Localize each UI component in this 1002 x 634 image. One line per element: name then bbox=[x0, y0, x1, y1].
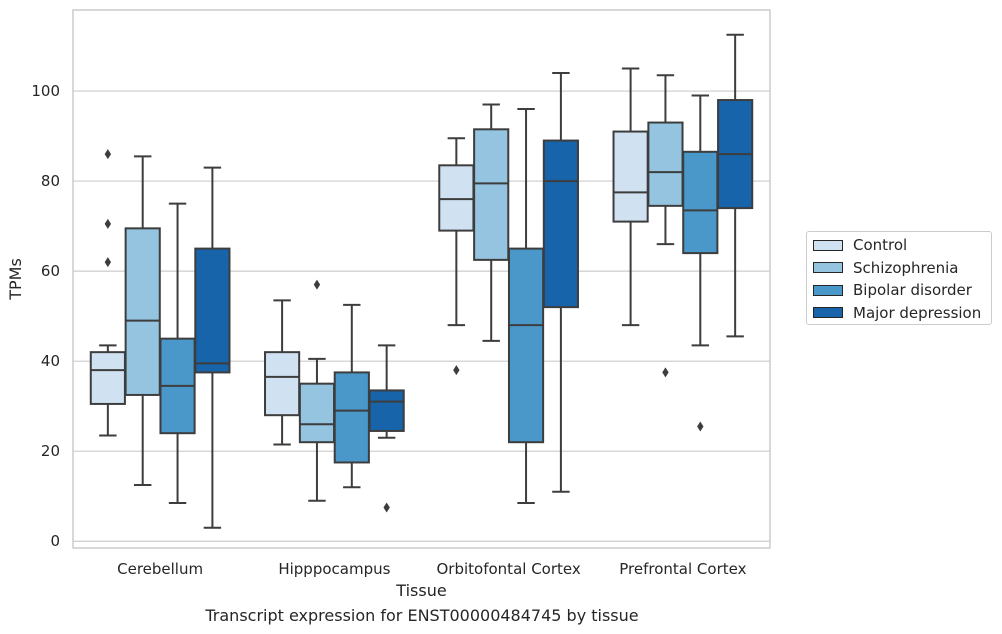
y-tick-label: 20 bbox=[41, 442, 60, 460]
x-tick-label: Hipppocampus bbox=[278, 560, 390, 578]
box bbox=[89, 351, 126, 405]
x-tick-labels: Cerebellum Hipppocampus Orbitofontal Corte… bbox=[117, 560, 746, 578]
outlier-point bbox=[313, 279, 321, 290]
legend-item: Bipolar disorder bbox=[813, 280, 972, 300]
box bbox=[194, 247, 231, 374]
legend-label: Control bbox=[853, 236, 908, 254]
outlier-point bbox=[662, 367, 669, 378]
box bbox=[542, 139, 579, 309]
box bbox=[647, 121, 684, 207]
box bbox=[368, 389, 405, 432]
x-tick-label: Cerebellum bbox=[117, 560, 203, 578]
chart-caption: Transcript expression for ENST0000048474… bbox=[205, 606, 639, 625]
y-tick-label: 100 bbox=[31, 82, 60, 100]
legend-item: Schizophrenia bbox=[813, 258, 958, 278]
box bbox=[507, 247, 545, 444]
legend-item: Major depression bbox=[813, 303, 981, 323]
box bbox=[682, 150, 719, 255]
legend-label: Bipolar disorder bbox=[853, 281, 972, 299]
plot-frame bbox=[72, 9, 771, 549]
x-tick-label: Prefrontal Cortex bbox=[619, 560, 746, 578]
y-tick-label: 60 bbox=[41, 262, 60, 280]
box bbox=[298, 382, 336, 444]
outlier-point bbox=[383, 502, 390, 513]
outlier-point bbox=[104, 257, 112, 268]
legend-label: Major depression bbox=[853, 303, 982, 322]
legend-swatch bbox=[813, 262, 843, 273]
outlier-point bbox=[453, 365, 460, 376]
series-major-depression bbox=[194, 33, 754, 529]
legend: Control Schizophrenia Bipolar disorder Majo… bbox=[806, 231, 992, 325]
box-series bbox=[89, 33, 754, 529]
x-axis-label: Tissue bbox=[395, 581, 446, 600]
y-tick-label: 80 bbox=[41, 172, 60, 190]
legend-swatch bbox=[813, 307, 843, 318]
legend-label: Schizophrenia bbox=[853, 258, 959, 277]
outlier-point bbox=[104, 218, 112, 229]
box bbox=[124, 227, 161, 396]
outlier-point bbox=[697, 421, 704, 432]
y-tick-labels: 0 20 40 60 80 100 bbox=[31, 82, 60, 550]
box bbox=[333, 371, 370, 464]
legend-swatch bbox=[813, 284, 843, 296]
series-schizophrenia bbox=[124, 74, 684, 502]
y-axis-label: TPMs bbox=[6, 258, 25, 301]
box bbox=[264, 351, 301, 417]
y-tick-label: 40 bbox=[41, 352, 60, 370]
x-tick-label: Orbitofontal Cortex bbox=[437, 560, 581, 578]
box bbox=[612, 130, 649, 223]
legend-item: Control bbox=[813, 235, 907, 255]
outlier-point bbox=[104, 149, 112, 160]
legend-swatch bbox=[813, 239, 843, 251]
box bbox=[438, 164, 475, 232]
box bbox=[473, 128, 510, 261]
y-tick-label: 0 bbox=[50, 532, 60, 550]
